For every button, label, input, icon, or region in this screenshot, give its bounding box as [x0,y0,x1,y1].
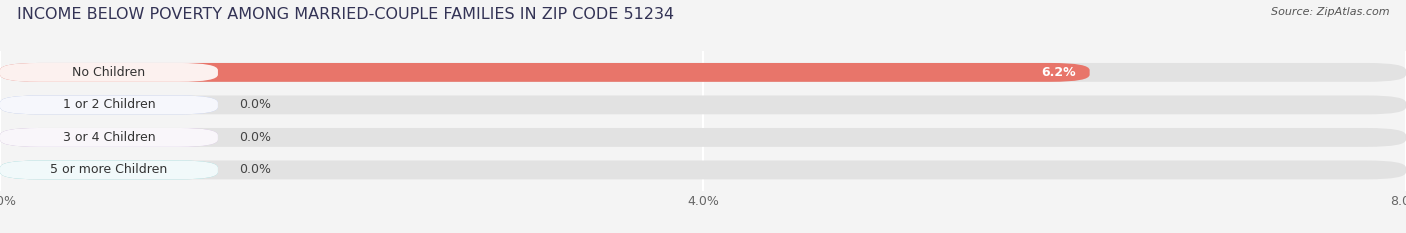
Text: 6.2%: 6.2% [1040,66,1076,79]
Text: 3 or 4 Children: 3 or 4 Children [63,131,155,144]
Text: No Children: No Children [72,66,146,79]
FancyBboxPatch shape [0,96,218,114]
FancyBboxPatch shape [0,161,218,179]
Text: INCOME BELOW POVERTY AMONG MARRIED-COUPLE FAMILIES IN ZIP CODE 51234: INCOME BELOW POVERTY AMONG MARRIED-COUPL… [17,7,673,22]
FancyBboxPatch shape [0,63,1406,82]
FancyBboxPatch shape [0,128,1406,147]
FancyBboxPatch shape [0,161,1406,179]
FancyBboxPatch shape [0,96,1406,114]
Text: 0.0%: 0.0% [239,131,271,144]
FancyBboxPatch shape [0,128,218,147]
FancyBboxPatch shape [0,161,218,179]
FancyBboxPatch shape [0,96,218,114]
Text: 0.0%: 0.0% [239,163,271,176]
Text: Source: ZipAtlas.com: Source: ZipAtlas.com [1271,7,1389,17]
FancyBboxPatch shape [0,63,218,82]
Text: 1 or 2 Children: 1 or 2 Children [63,98,155,111]
Text: 0.0%: 0.0% [239,98,271,111]
FancyBboxPatch shape [0,63,1090,82]
Text: 5 or more Children: 5 or more Children [51,163,167,176]
FancyBboxPatch shape [0,128,218,147]
